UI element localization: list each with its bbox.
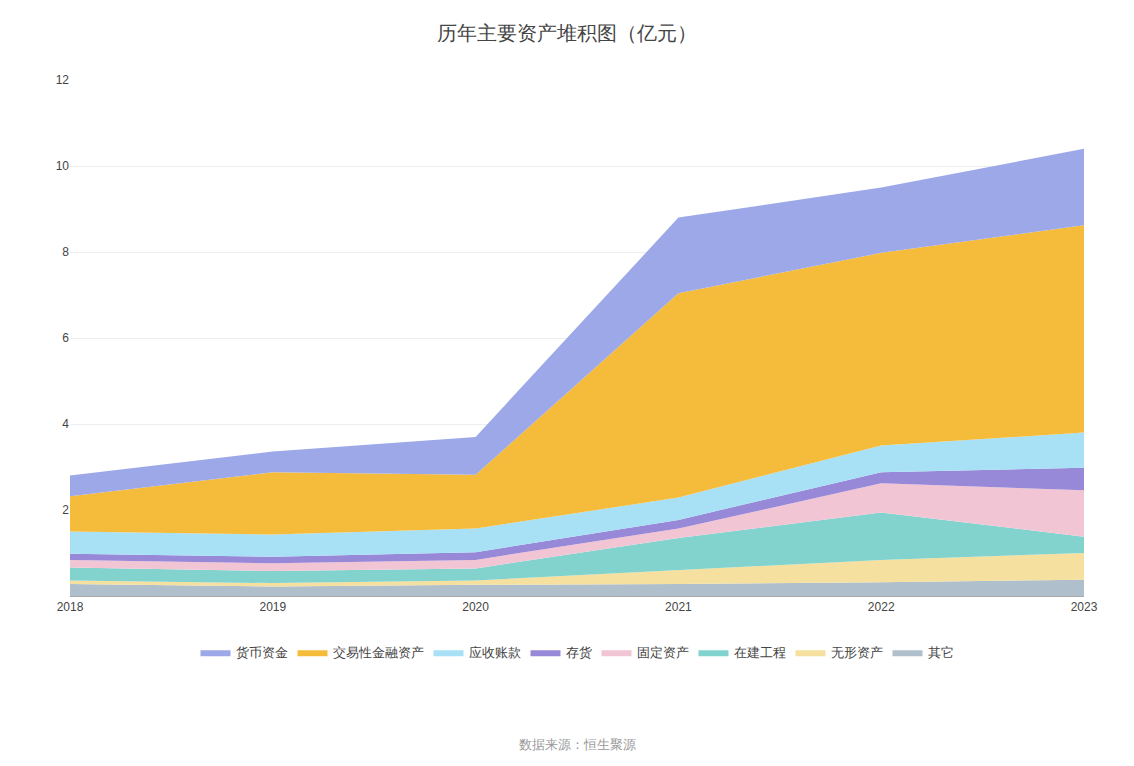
svg-text:存货: 存货 — [566, 645, 592, 660]
svg-text:12: 12 — [56, 73, 70, 87]
svg-text:2: 2 — [62, 503, 69, 517]
svg-text:6: 6 — [62, 331, 69, 345]
svg-text:2018: 2018 — [57, 600, 84, 614]
svg-text:2021: 2021 — [665, 600, 692, 614]
svg-text:货币资金: 货币资金 — [236, 645, 288, 660]
svg-text:2022: 2022 — [868, 600, 895, 614]
svg-text:8: 8 — [62, 245, 69, 259]
svg-text:无形资产: 无形资产 — [831, 645, 883, 660]
svg-text:在建工程: 在建工程 — [734, 645, 786, 660]
svg-text:4: 4 — [62, 417, 69, 431]
svg-text:2019: 2019 — [259, 600, 286, 614]
svg-text:交易性金融资产: 交易性金融资产 — [333, 645, 424, 660]
svg-text:历年主要资产堆积图（亿元）: 历年主要资产堆积图（亿元） — [437, 22, 697, 44]
svg-text:10: 10 — [56, 159, 70, 173]
svg-text:应收账款: 应收账款 — [469, 645, 521, 660]
svg-text:2020: 2020 — [462, 600, 489, 614]
svg-text:数据来源：恒生聚源: 数据来源：恒生聚源 — [519, 737, 636, 752]
svg-text:其它: 其它 — [928, 645, 954, 660]
svg-text:固定资产: 固定资产 — [637, 645, 689, 660]
svg-text:2023: 2023 — [1071, 600, 1098, 614]
